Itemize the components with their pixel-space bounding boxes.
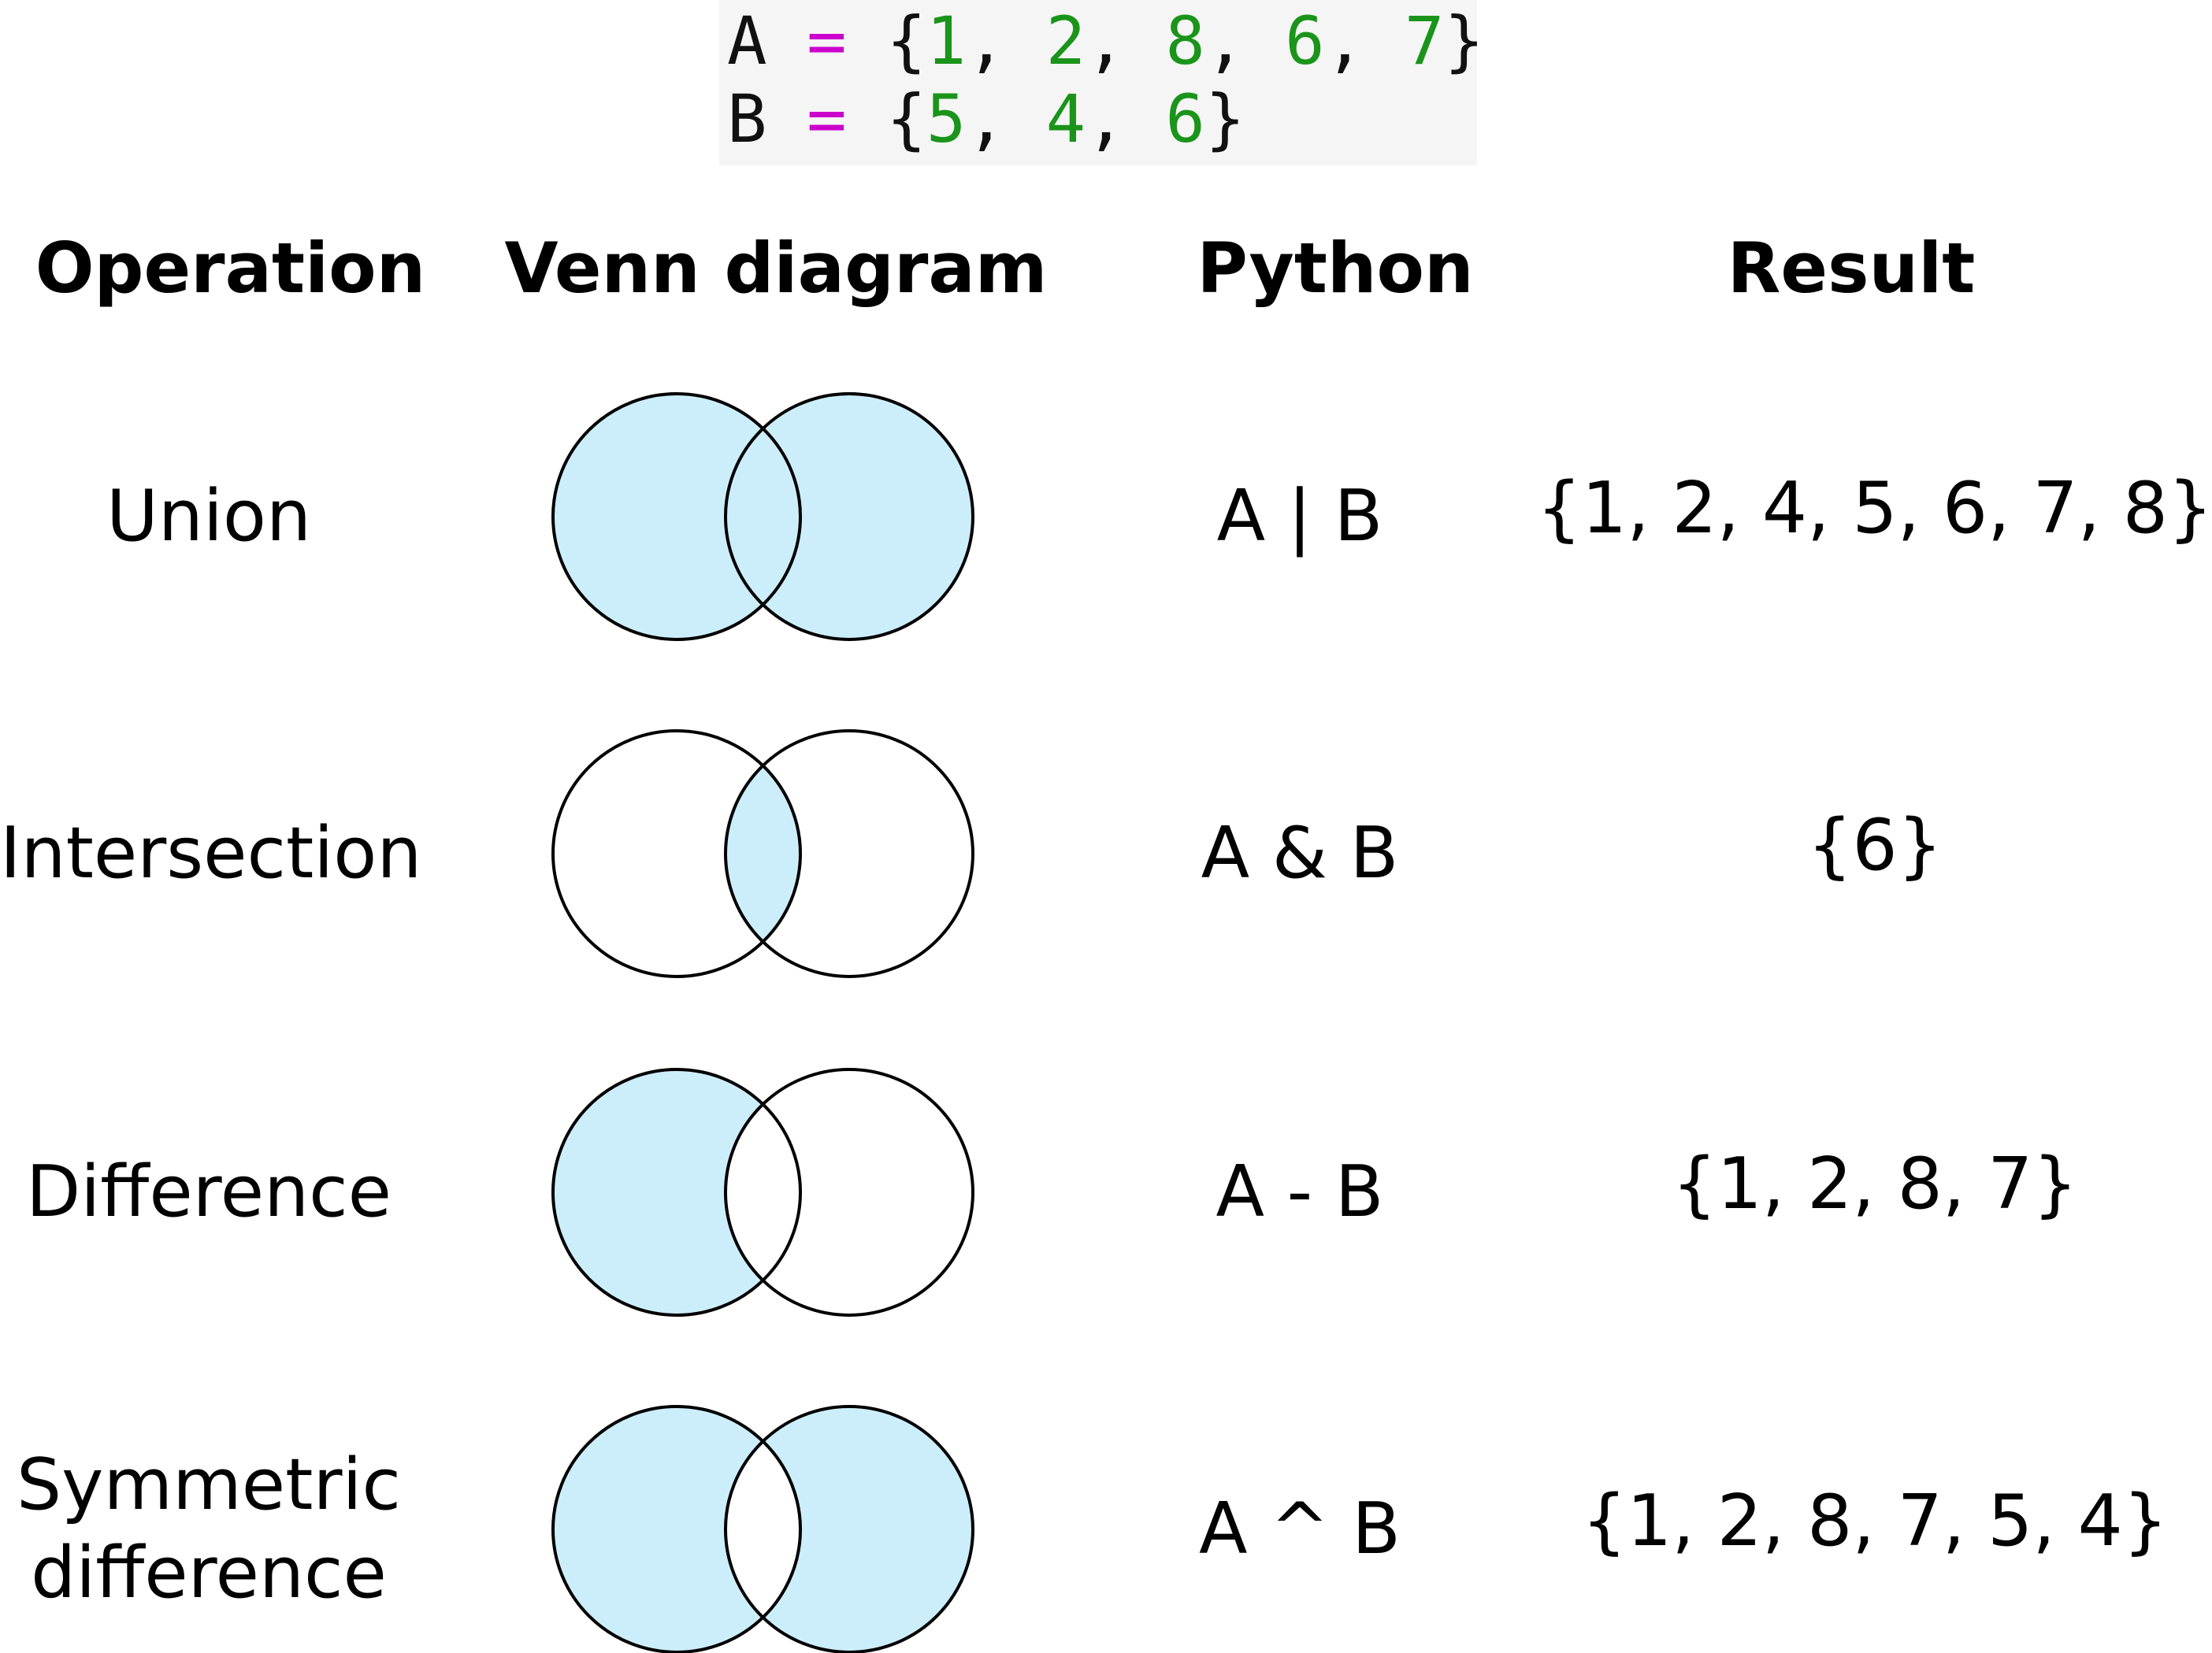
venn-diagram	[551, 1405, 974, 1653]
column-header-python: Python	[1197, 228, 1474, 309]
python-expression: A | B	[1216, 475, 1383, 558]
assignment-operator: =	[807, 80, 847, 158]
set-element: 4	[1045, 80, 1086, 158]
venn-region-b-only	[763, 1407, 974, 1652]
venn-circle-b	[724, 392, 974, 641]
venn-diagram	[551, 729, 974, 978]
venn-circle-a	[551, 1405, 802, 1653]
column-header-operation: Operation	[35, 228, 426, 309]
python-expression: A & B	[1201, 812, 1399, 895]
operation-label-line: Union	[106, 475, 312, 558]
comma-separator: ,	[966, 80, 1046, 158]
set-variable-name: B	[727, 80, 767, 158]
operation-label-line: Difference	[26, 1151, 392, 1233]
venn-region-a-only	[553, 394, 763, 639]
code-block: A = {1, 2, 8, 6, 7} B = {5, 4, 6}	[719, 0, 1484, 165]
close-brace: }	[1204, 80, 1245, 158]
venn-circle-a	[551, 729, 802, 978]
result-set: {1, 2, 4, 5, 6, 7, 8}	[1536, 467, 2212, 550]
venn-circle-a	[551, 1068, 802, 1317]
open-brace: {	[886, 2, 926, 80]
set-element: 6	[1285, 2, 1325, 80]
column-header-venn-diagram: Venn diagram	[504, 228, 1048, 309]
operation-label: Intersection	[0, 810, 422, 897]
venn-diagram	[551, 1068, 974, 1317]
venn-diagram	[551, 392, 974, 641]
venn-circle-a	[551, 392, 802, 641]
venn-region-a-only	[552, 1407, 763, 1652]
result-set: {1, 2, 8, 7, 5, 4}	[1581, 1480, 2169, 1562]
set-element: 1	[926, 2, 967, 80]
column-header-result: Result	[1727, 228, 1976, 309]
code-line-set-b: B = {5, 4, 6}	[727, 80, 1245, 158]
comma-separator: ,	[1204, 2, 1286, 80]
open-brace: {	[886, 80, 926, 158]
comma-separator: ,	[1324, 2, 1405, 80]
operation-label-line: difference	[31, 1532, 387, 1614]
venn-region-intersection	[725, 428, 800, 605]
python-expression: A - B	[1215, 1151, 1384, 1233]
comma-separator: ,	[1086, 2, 1166, 80]
set-variable-name: A	[727, 2, 767, 80]
venn-circle-b	[724, 1068, 974, 1317]
assignment-operator: =	[807, 2, 847, 80]
operation-label: Difference	[0, 1149, 418, 1236]
close-brace: }	[1444, 2, 1484, 80]
python-expression: A ^ B	[1199, 1488, 1401, 1570]
operation-label: Union	[0, 473, 418, 560]
venn-circle-b	[724, 729, 974, 978]
operation-label-line: Symmetric	[17, 1444, 401, 1526]
venn-circle-b	[724, 1405, 974, 1653]
venn-region-b-only	[763, 394, 973, 639]
code-line-set-a: A = {1, 2, 8, 6, 7}	[727, 2, 1484, 80]
set-element: 7	[1404, 2, 1445, 80]
set-element: 2	[1045, 2, 1086, 80]
set-element: 8	[1165, 2, 1205, 80]
set-element: 5	[926, 80, 967, 158]
venn-region-intersection	[726, 765, 800, 942]
venn-region-a-only	[552, 1069, 763, 1315]
operation-label-line: Intersection	[0, 812, 422, 895]
comma-separator: ,	[1086, 80, 1166, 158]
comma-separator: ,	[966, 2, 1046, 80]
result-set: {1, 2, 8, 7}	[1672, 1143, 2078, 1225]
result-set: {6}	[1807, 804, 1943, 887]
set-element: 6	[1165, 80, 1205, 158]
operation-label: Symmetric difference	[0, 1441, 418, 1618]
